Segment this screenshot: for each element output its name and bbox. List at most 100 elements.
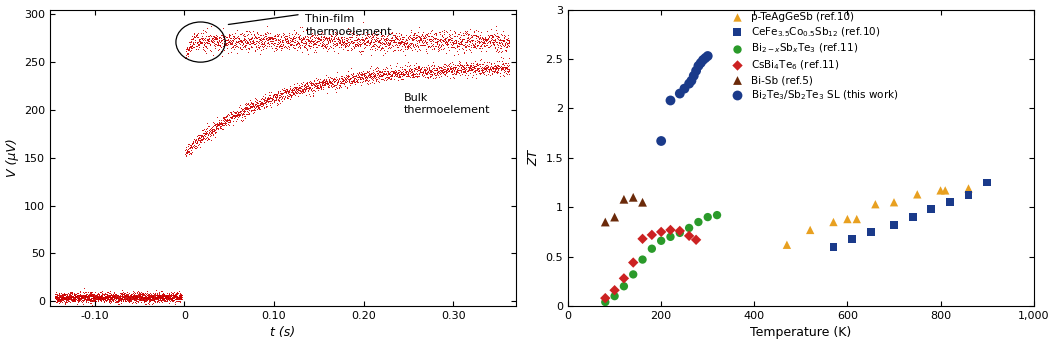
Point: [276, 87, 293, 92]
Point: [149, 296, 166, 302]
Point: [235, 36, 252, 41]
Point: [129, 294, 146, 300]
Point: [401, 70, 418, 76]
Point: [464, 60, 481, 66]
Point: [79, 294, 96, 299]
Point: [465, 28, 482, 34]
Point: [327, 42, 344, 47]
Point: [60, 290, 77, 296]
Point: [214, 34, 231, 40]
Point: [85, 297, 102, 303]
Point: [481, 38, 498, 43]
Point: [397, 73, 414, 79]
Point: [184, 149, 200, 155]
Point: [413, 65, 429, 70]
Point: [91, 297, 108, 302]
Point: [199, 38, 216, 43]
Point: [137, 296, 154, 302]
Point: [398, 47, 415, 52]
Point: [344, 39, 361, 44]
Point: [56, 294, 73, 299]
Point: [458, 62, 475, 68]
Point: [199, 37, 216, 43]
Point: [73, 294, 90, 299]
Point: [306, 83, 323, 88]
Point: [166, 289, 183, 294]
Point: [315, 34, 332, 40]
Point: [138, 297, 155, 302]
Point: [326, 79, 343, 84]
Point: [391, 35, 408, 40]
Point: [328, 77, 345, 83]
Point: [389, 36, 406, 42]
Point: [305, 90, 322, 96]
Point: [236, 109, 253, 114]
Point: [261, 36, 277, 42]
Point: [305, 84, 322, 89]
Point: [380, 70, 397, 75]
Point: [494, 61, 511, 66]
Point: [348, 37, 365, 43]
Point: [482, 62, 499, 67]
Point: [229, 108, 246, 114]
Point: [148, 292, 165, 297]
Point: [305, 80, 322, 86]
Point: [243, 101, 260, 106]
Point: [153, 292, 170, 297]
Point: [108, 296, 124, 301]
Point: [343, 39, 360, 44]
Point: [358, 70, 375, 76]
Point: [348, 72, 365, 78]
Point: [485, 39, 502, 45]
Y-axis label: ZT: ZT: [526, 150, 540, 166]
Point: [181, 150, 198, 156]
Point: [262, 94, 279, 99]
Point: [71, 295, 88, 300]
Point: [341, 81, 358, 86]
Point: [263, 43, 280, 49]
Point: [294, 34, 311, 39]
Point: [482, 38, 499, 43]
Point: [62, 295, 79, 300]
Point: [156, 292, 173, 298]
Point: [135, 292, 152, 298]
Point: [277, 90, 294, 96]
Point: [119, 291, 136, 296]
Point: [123, 294, 140, 299]
Point: [394, 71, 410, 77]
Point: [492, 40, 509, 46]
Point: [419, 67, 436, 72]
Point: [496, 65, 513, 70]
Point: [413, 69, 429, 75]
Point: [686, 73, 703, 79]
Point: [236, 36, 253, 42]
Point: [167, 296, 184, 302]
Point: [394, 36, 410, 42]
Point: [237, 103, 254, 108]
Point: [487, 66, 504, 71]
Point: [403, 67, 420, 72]
Point: [200, 129, 217, 135]
Point: [385, 39, 402, 44]
Point: [363, 39, 380, 45]
Point: [486, 41, 503, 46]
Point: [152, 295, 169, 300]
Point: [456, 64, 473, 69]
Point: [483, 37, 500, 43]
Point: [146, 296, 162, 302]
Point: [306, 37, 323, 43]
Point: [132, 295, 149, 300]
Point: [357, 75, 373, 80]
Point: [173, 296, 190, 302]
Point: [339, 78, 356, 84]
Point: [212, 119, 229, 124]
Point: [276, 95, 293, 100]
Point: [135, 299, 152, 304]
Point: [131, 297, 148, 303]
Point: [326, 41, 343, 47]
Point: [71, 294, 88, 299]
Point: [283, 88, 300, 93]
Point: [389, 44, 406, 50]
Point: [283, 31, 300, 37]
Point: [440, 41, 457, 47]
